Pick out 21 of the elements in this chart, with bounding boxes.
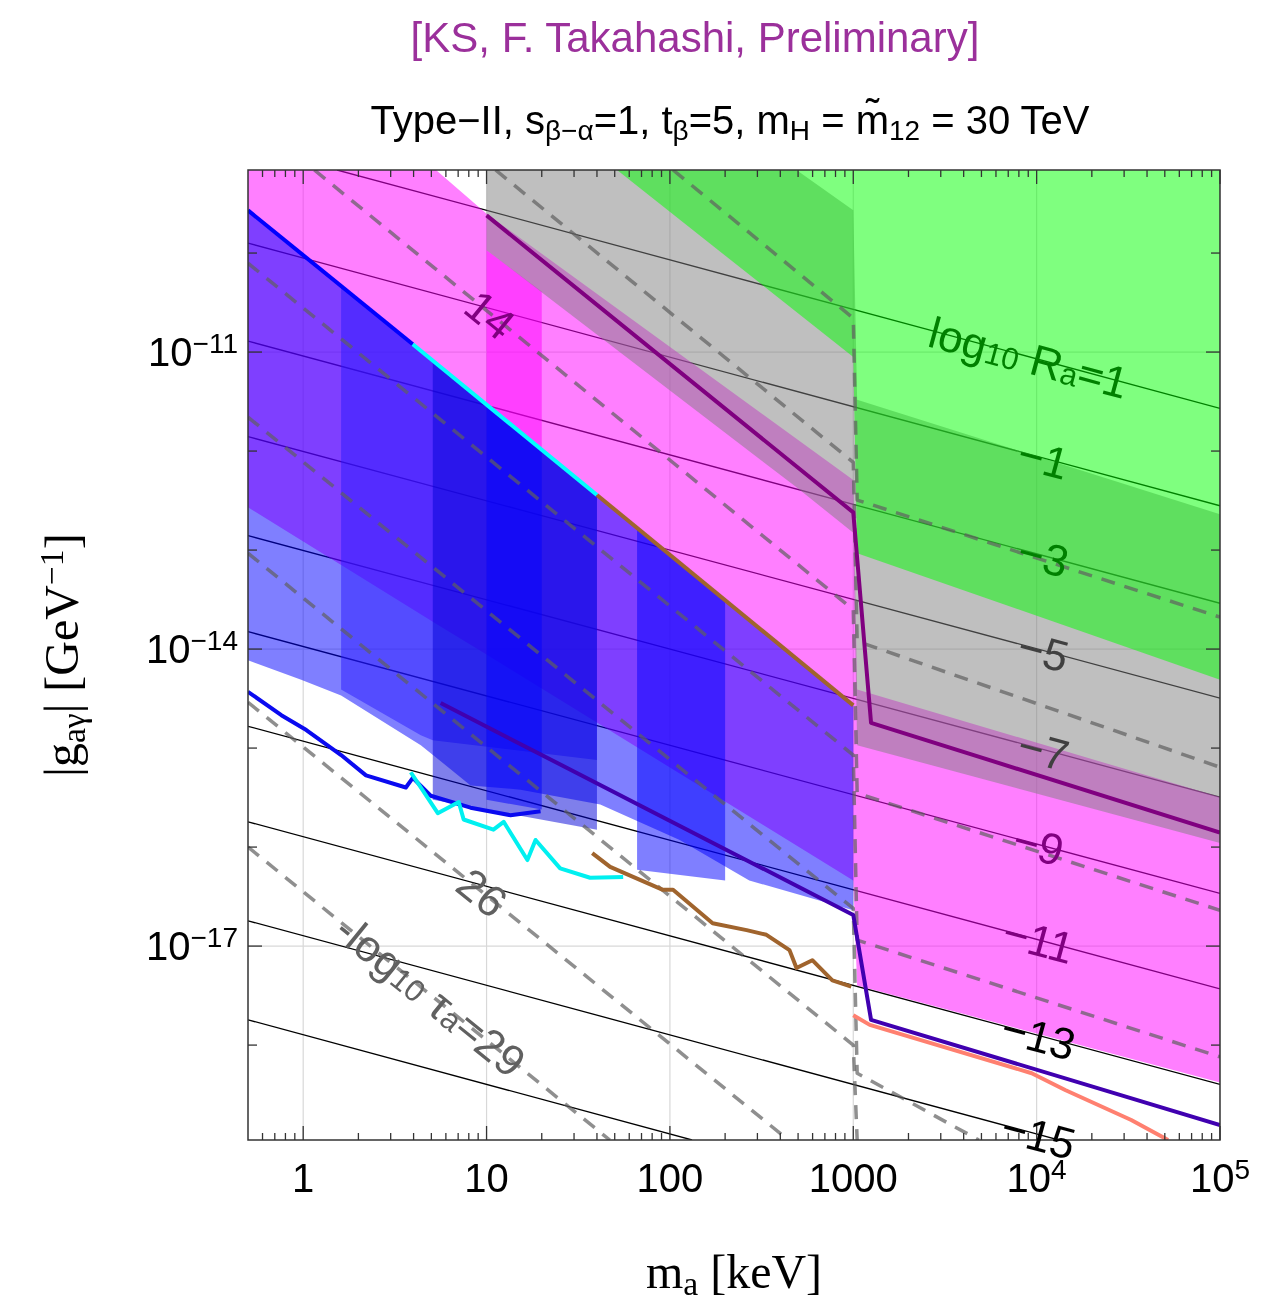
annotation: −9 xyxy=(1008,814,1070,875)
text: Type−II, s$_{β−α}$=1, t$_{β}$=5, m$_{H}$ = m̃$_{12}$ = 30 TeV xyxy=(370,98,1090,147)
annotation: log$_{10}$ R$_{a}$=1 xyxy=(923,306,1134,408)
annotation: −11 xyxy=(997,906,1080,973)
annotation: −1 xyxy=(1012,427,1075,489)
annotation: −3 xyxy=(1012,525,1075,587)
y-tick-label: 10$^{−17}$ xyxy=(146,922,238,969)
x-tick-label: 10 xyxy=(464,1156,509,1200)
chart-title: [KS, F. Takahashi, Preliminary] xyxy=(410,14,980,61)
x-axis-title: m$_{a}$ [keV] xyxy=(645,1245,823,1303)
y-tick-label: 10$^{−14}$ xyxy=(146,625,238,672)
annotation: −7 xyxy=(1012,719,1075,781)
y-tick-label: 10$^{−11}$ xyxy=(148,328,238,375)
annotation: 14 xyxy=(455,279,525,349)
annotation: −5 xyxy=(1012,620,1075,681)
annotation: −13 xyxy=(996,1002,1082,1070)
x-tick-label: 10$^{5}$ xyxy=(1189,1154,1251,1200)
x-tick-label: 1000 xyxy=(808,1156,898,1200)
x-tick-label: 100 xyxy=(636,1156,704,1200)
annotation: 26 xyxy=(448,857,517,927)
x-tick-label: 1 xyxy=(292,1156,315,1200)
